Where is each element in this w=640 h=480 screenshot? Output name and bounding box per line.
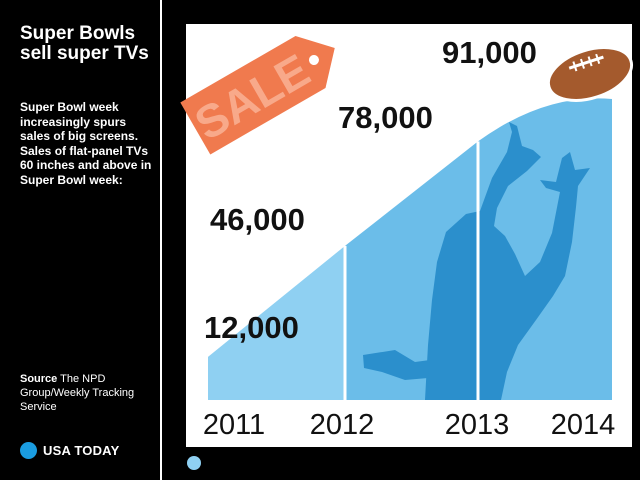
year-tick-label: 2012 (310, 409, 375, 441)
value-label: 91,000 (442, 35, 537, 70)
value-label: 46,000 (210, 202, 305, 237)
year-tick-label: 2014 (551, 409, 616, 441)
logo-dot-icon (20, 442, 37, 459)
sidebar: Super Bowls sell super TVs Super Bowl we… (0, 0, 160, 480)
value-label: 78,000 (338, 100, 433, 135)
chart-description: Super Bowl week increasingly spurs sales… (20, 100, 152, 187)
source-text: The NPD Group/Weekly Tracking Service (20, 373, 135, 413)
year-dividers (343, 141, 480, 400)
year-tick-label: 2011 (203, 409, 265, 441)
year-tick-label: 2013 (445, 409, 510, 441)
sale-tag: SALE (180, 36, 335, 155)
value-labels: 12,000 46,000 78,000 91,000 (204, 35, 537, 345)
sale-tag-shape (180, 36, 335, 155)
area-segment (208, 245, 345, 400)
logo-text: USA TODAY (43, 443, 120, 458)
usa-today-logo: USA TODAY (20, 442, 119, 459)
player-silhouette-icon (363, 122, 590, 400)
year-labels: 2011 2012 2013 2014 (203, 409, 615, 441)
corner-dot (187, 456, 201, 470)
sidebar-divider (160, 0, 162, 480)
page-title: Super Bowls sell super TVs (20, 23, 149, 64)
source-note: Source The NPD Group/Weekly Tracking Ser… (20, 372, 155, 414)
value-label: 12,000 (204, 310, 299, 345)
sale-tag-text: SALE (186, 44, 318, 150)
sale-tag-hole (308, 55, 319, 65)
source-label: Source (20, 373, 58, 385)
football-icon (546, 46, 634, 102)
